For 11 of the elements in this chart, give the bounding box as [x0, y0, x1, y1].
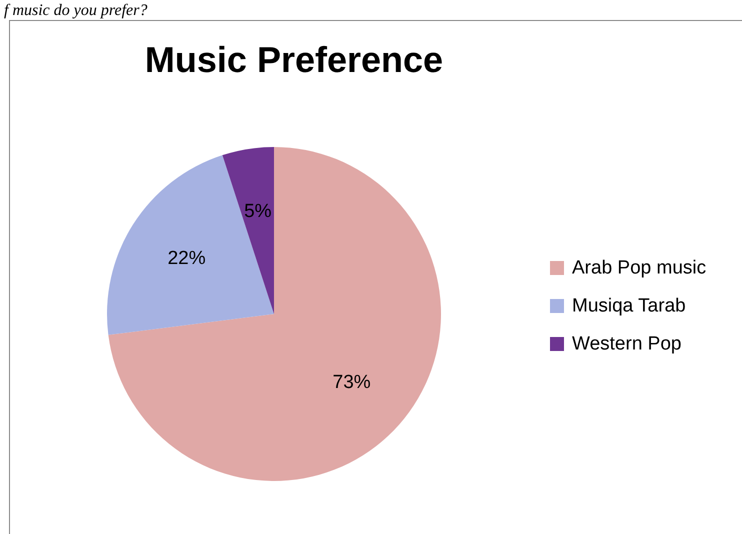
pie-slice	[108, 147, 441, 481]
data-label: 22%	[168, 248, 206, 270]
data-label: 5%	[244, 201, 272, 222]
legend-label: Musiqa Tarab	[572, 296, 686, 316]
pie-slice	[222, 147, 274, 314]
data-label: 73%	[332, 372, 371, 393]
text: f music do you prefer?	[4, 2, 148, 19]
chart-title: Music Preference	[144, 39, 444, 80]
pie-slice	[107, 155, 274, 335]
legend-label: Arab Pop music	[572, 258, 706, 278]
legend-label: Western Pop	[572, 334, 682, 354]
